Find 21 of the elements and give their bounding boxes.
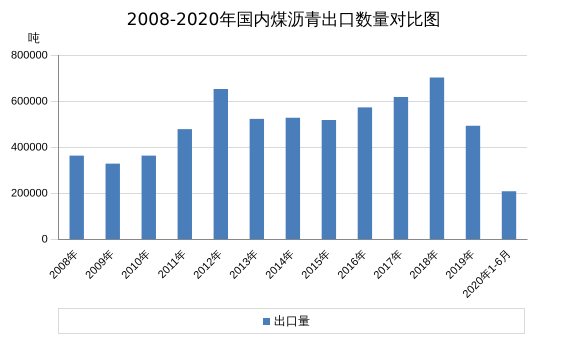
y-axis-title: 吨 <box>28 30 40 47</box>
bar <box>214 88 228 240</box>
bar <box>286 118 300 240</box>
chart-title: 2008-2020年国内煤沥青出口数量对比图 <box>126 9 442 31</box>
bar <box>70 156 84 240</box>
bar <box>142 156 156 240</box>
bar <box>106 164 120 240</box>
y-tick-label: 400000 <box>10 142 48 154</box>
legend-label: 出口量 <box>274 312 310 330</box>
bar <box>430 77 444 240</box>
bar <box>250 118 264 240</box>
bar <box>394 96 408 240</box>
bar <box>178 129 192 240</box>
bar <box>322 120 336 240</box>
bar <box>466 126 480 240</box>
y-tick-label: 0 <box>42 234 48 246</box>
y-tick-label: 800000 <box>10 50 48 62</box>
bar <box>358 107 372 240</box>
y-tick-label: 200000 <box>10 188 48 200</box>
y-tick-label: 600000 <box>10 96 48 108</box>
bar <box>502 191 516 240</box>
